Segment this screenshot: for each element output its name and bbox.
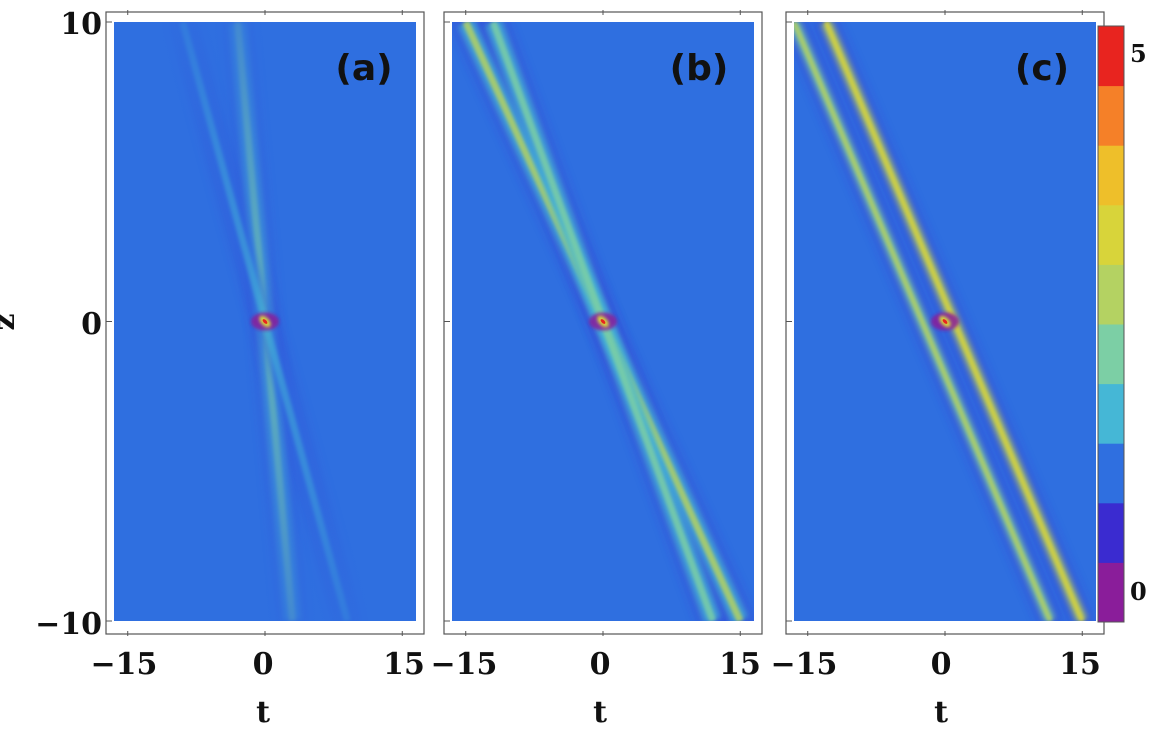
panel-a-label: (a)	[335, 48, 392, 89]
colorbar-band	[1098, 85, 1124, 146]
colorbar-band	[1098, 562, 1124, 623]
x-tick-label: 0	[931, 647, 952, 682]
panel-b-x-axis-title: t	[593, 695, 607, 730]
panel-c: (c) −15 0 15 t	[771, 10, 1105, 730]
y-tick-label: −10	[35, 607, 102, 642]
peak-point	[600, 319, 606, 324]
panel-b-label: (b)	[670, 48, 729, 89]
x-tick-label: −15	[431, 647, 498, 682]
panel-c-x-axis-title: t	[934, 695, 948, 730]
x-tick-label: −15	[771, 647, 838, 682]
colorbar-label-0: 0	[1130, 577, 1147, 606]
x-tick-label: 15	[383, 647, 425, 682]
panel-b-heatmap	[452, 22, 754, 621]
panel-a: (a) −15 0 15 t	[91, 10, 425, 730]
colorbar-frame	[1097, 25, 1125, 623]
panel-c-heatmap	[794, 22, 1096, 621]
x-tick-label: 0	[253, 647, 274, 682]
panel-a-x-axis-title: t	[256, 695, 270, 730]
peak-point	[942, 319, 948, 324]
x-tick-label: 0	[590, 647, 611, 682]
x-tick-label: −15	[91, 647, 158, 682]
colorbar: 5 0	[1097, 25, 1147, 623]
panel-a-heatmap	[114, 22, 416, 621]
x-tick-label: 15	[719, 647, 761, 682]
colorbar-band	[1098, 26, 1124, 87]
panel-c-label: (c)	[1015, 48, 1069, 89]
colorbar-band	[1098, 264, 1124, 325]
colorbar-band	[1098, 145, 1124, 206]
colorbar-band	[1098, 204, 1124, 265]
peak-point	[262, 319, 268, 324]
colorbar-label-5: 5	[1130, 39, 1147, 68]
y-tick-label: 0	[81, 307, 102, 342]
colorbar-band	[1098, 383, 1124, 444]
beam-core	[794, 22, 1053, 621]
colorbar-band	[1098, 443, 1124, 504]
y-axis-title: z	[0, 313, 22, 330]
colorbar-band	[1098, 502, 1124, 563]
panel-b: (b) −15 0 15 t	[431, 10, 763, 730]
y-tick-label: 10	[60, 7, 102, 42]
colorbar-band	[1098, 324, 1124, 385]
x-tick-label: 15	[1059, 647, 1101, 682]
